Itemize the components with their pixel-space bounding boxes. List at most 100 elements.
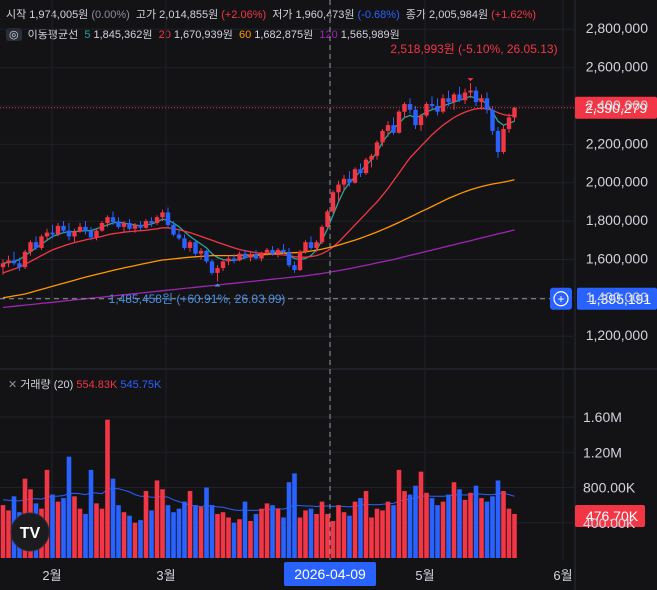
price-tick-label: 2,200,000 — [586, 135, 648, 151]
candle-body — [0, 263, 6, 268]
volume-bar — [61, 498, 66, 558]
candle-body — [369, 155, 374, 160]
candle-body — [446, 98, 451, 103]
volume-last-badge — [575, 504, 645, 527]
volume-bar — [380, 510, 385, 558]
ma-legend[interactable]: ◎ 이동평균선 5 1,845,362원 20 1,670,939원 60 1,682… — [6, 26, 403, 42]
volume-bar — [418, 471, 424, 558]
volume-bar — [363, 491, 369, 558]
candle-body — [385, 125, 391, 131]
candle-body — [473, 90, 479, 103]
volume-bar — [253, 513, 259, 558]
volume-bar — [501, 491, 506, 558]
volume-bar — [160, 489, 165, 558]
candle-body — [171, 224, 176, 235]
candle-body — [66, 230, 72, 237]
candle-body — [336, 184, 341, 193]
candle-body — [50, 232, 55, 235]
crosshair-price-text: 1,395,191 — [589, 291, 651, 307]
candle-body — [512, 107, 517, 118]
candle-body — [435, 105, 440, 112]
volume-down-value: 545.75K — [120, 379, 162, 391]
visibility-eye-icon[interactable]: ◎ — [6, 28, 22, 41]
volume-bar — [314, 513, 319, 558]
volume-bar — [424, 492, 429, 558]
candle-body — [501, 128, 506, 152]
candle-body — [143, 221, 149, 228]
plus-icon-glyph: + — [557, 292, 564, 306]
candle-body — [160, 212, 165, 218]
candle-body — [220, 261, 226, 269]
volume-tick-label: 800.00K — [583, 480, 636, 496]
candle-body — [270, 249, 275, 254]
open-pct: (0.00%) — [91, 9, 130, 21]
candle-body — [110, 217, 116, 223]
volume-bar — [72, 496, 77, 558]
candle-body — [308, 242, 314, 248]
volume-bar — [457, 489, 462, 558]
candle-body — [330, 192, 336, 212]
volume-bars — [0, 419, 517, 558]
volume-bar — [490, 496, 495, 558]
volume-bar — [303, 510, 308, 558]
ma-title: 이동평균선 — [27, 29, 79, 41]
volume-bar — [446, 494, 451, 558]
candle-body — [402, 104, 407, 112]
candle-body — [380, 130, 385, 143]
low-label: 저가 — [272, 9, 293, 21]
volume-last-text: 476.70K — [586, 508, 639, 524]
ma60-period: 60 — [238, 29, 252, 41]
candle-body — [451, 94, 457, 103]
axes: 2,800,000 2,600,000 2,400,000 2,200,000 2,00… — [42, 20, 648, 583]
volume-bar — [143, 491, 149, 558]
collapse-icon[interactable]: ✕ — [8, 379, 18, 391]
candle-body — [341, 178, 347, 185]
candle-body — [457, 94, 462, 101]
volume-bar — [83, 513, 88, 558]
candle-body — [72, 231, 77, 237]
volume-bar — [88, 469, 94, 558]
candle-body — [193, 242, 198, 254]
volume-bar — [6, 510, 11, 558]
volume-bar — [341, 512, 347, 558]
candle-body — [149, 221, 154, 223]
moving-average-lines — [2, 95, 515, 511]
volume-bar — [396, 469, 402, 558]
volume-tick-label: 1.20M — [583, 444, 622, 460]
volume-bar — [336, 505, 341, 558]
volume-bar — [77, 508, 83, 558]
volume-bar — [132, 522, 138, 558]
volume-bar — [171, 512, 176, 558]
candle-body — [303, 242, 308, 252]
volume-bar — [325, 513, 330, 558]
volume-bar — [242, 501, 248, 558]
candle-body — [264, 249, 270, 253]
candle-body — [424, 104, 429, 116]
candle-body — [11, 260, 17, 264]
candle-body — [253, 254, 259, 259]
volume-bar — [435, 505, 440, 558]
ma-20-line — [2, 107, 515, 274]
candle-body — [352, 169, 358, 183]
volume-bar — [407, 494, 413, 558]
crosshair-date-badge — [284, 562, 376, 586]
candle-body — [77, 226, 83, 232]
candle-body — [319, 226, 325, 243]
candle-body — [17, 263, 22, 268]
candle-body — [44, 232, 50, 237]
volume-bar — [176, 508, 182, 558]
volume-tick-label: 1.60M — [583, 409, 622, 425]
price-tick-label: 2,600,000 — [586, 59, 648, 75]
candle-body — [165, 212, 171, 225]
candle-body — [215, 268, 220, 273]
volume-bar — [198, 506, 204, 558]
low-pct: (-0.68%) — [357, 9, 400, 21]
volume-bar — [374, 508, 380, 558]
volume-bar — [451, 482, 457, 558]
time-tick-label: 6월 — [553, 568, 572, 583]
candle-body — [22, 251, 28, 268]
volume-title: 거래량 (20) — [20, 379, 74, 391]
close-value: 2,005,984원 — [429, 9, 489, 21]
volume-bar — [220, 512, 226, 558]
